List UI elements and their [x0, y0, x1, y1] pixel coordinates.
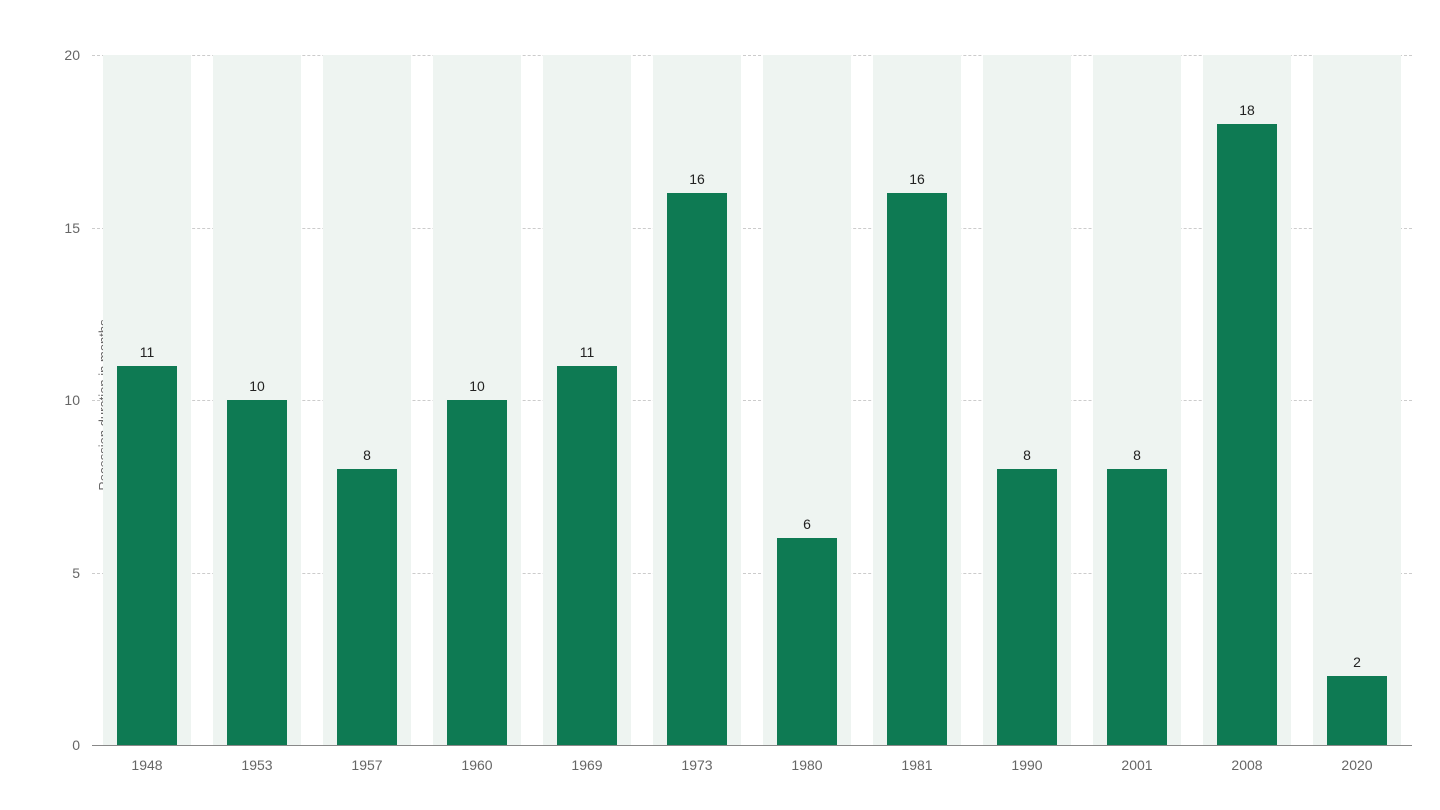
- bar-value-label: 8: [1082, 447, 1192, 463]
- bar: [337, 469, 396, 745]
- bar-value-label: 16: [862, 171, 972, 187]
- bar-value-label: 11: [92, 344, 202, 360]
- bar-value-label: 2: [1302, 654, 1412, 670]
- bar: [777, 538, 836, 745]
- bar: [1217, 124, 1276, 745]
- x-tick: 1990: [972, 757, 1082, 773]
- slot-background: [1313, 55, 1401, 745]
- x-tick: 1980: [752, 757, 862, 773]
- bar-slot: 61980: [752, 55, 862, 745]
- x-tick: 1953: [202, 757, 312, 773]
- bar-slot: 81957: [312, 55, 422, 745]
- bar-slot: 161981: [862, 55, 972, 745]
- bar-slot: 161973: [642, 55, 752, 745]
- bar-value-label: 6: [752, 516, 862, 532]
- bar: [997, 469, 1056, 745]
- x-tick: 1948: [92, 757, 202, 773]
- bar-value-label: 8: [972, 447, 1082, 463]
- x-tick: 1973: [642, 757, 752, 773]
- bar-value-label: 16: [642, 171, 752, 187]
- bar-slot: 82001: [1082, 55, 1192, 745]
- bar: [447, 400, 506, 745]
- bar-value-label: 8: [312, 447, 422, 463]
- bar-slot: 101960: [422, 55, 532, 745]
- y-tick: 5: [40, 565, 80, 581]
- x-tick: 1960: [422, 757, 532, 773]
- bar-value-label: 11: [532, 344, 642, 360]
- plot-area: 1119481019538195710196011196916197361980…: [92, 55, 1412, 745]
- y-tick: 15: [40, 220, 80, 236]
- bar-slot: 111948: [92, 55, 202, 745]
- bars-row: 1119481019538195710196011196916197361980…: [92, 55, 1412, 745]
- bar-slot: 101953: [202, 55, 312, 745]
- bar: [887, 193, 946, 745]
- bar-value-label: 18: [1192, 102, 1302, 118]
- bar: [117, 366, 176, 746]
- x-tick: 2020: [1302, 757, 1412, 773]
- bar: [1327, 676, 1386, 745]
- baseline: [92, 745, 1412, 746]
- x-tick: 1957: [312, 757, 422, 773]
- bar-value-label: 10: [202, 378, 312, 394]
- bar-slot: 81990: [972, 55, 1082, 745]
- bar-value-label: 10: [422, 378, 532, 394]
- x-tick: 2001: [1082, 757, 1192, 773]
- x-tick: 2008: [1192, 757, 1302, 773]
- bar-slot: 111969: [532, 55, 642, 745]
- y-tick: 10: [40, 392, 80, 408]
- bar: [227, 400, 286, 745]
- bar: [1107, 469, 1166, 745]
- bar-slot: 182008: [1192, 55, 1302, 745]
- recession-duration-chart: Recession duration in months 11194810195…: [0, 0, 1440, 810]
- bar: [667, 193, 726, 745]
- y-tick: 20: [40, 47, 80, 63]
- bar: [557, 366, 616, 746]
- y-tick: 0: [40, 737, 80, 753]
- bar-slot: 22020: [1302, 55, 1412, 745]
- x-tick: 1981: [862, 757, 972, 773]
- x-tick: 1969: [532, 757, 642, 773]
